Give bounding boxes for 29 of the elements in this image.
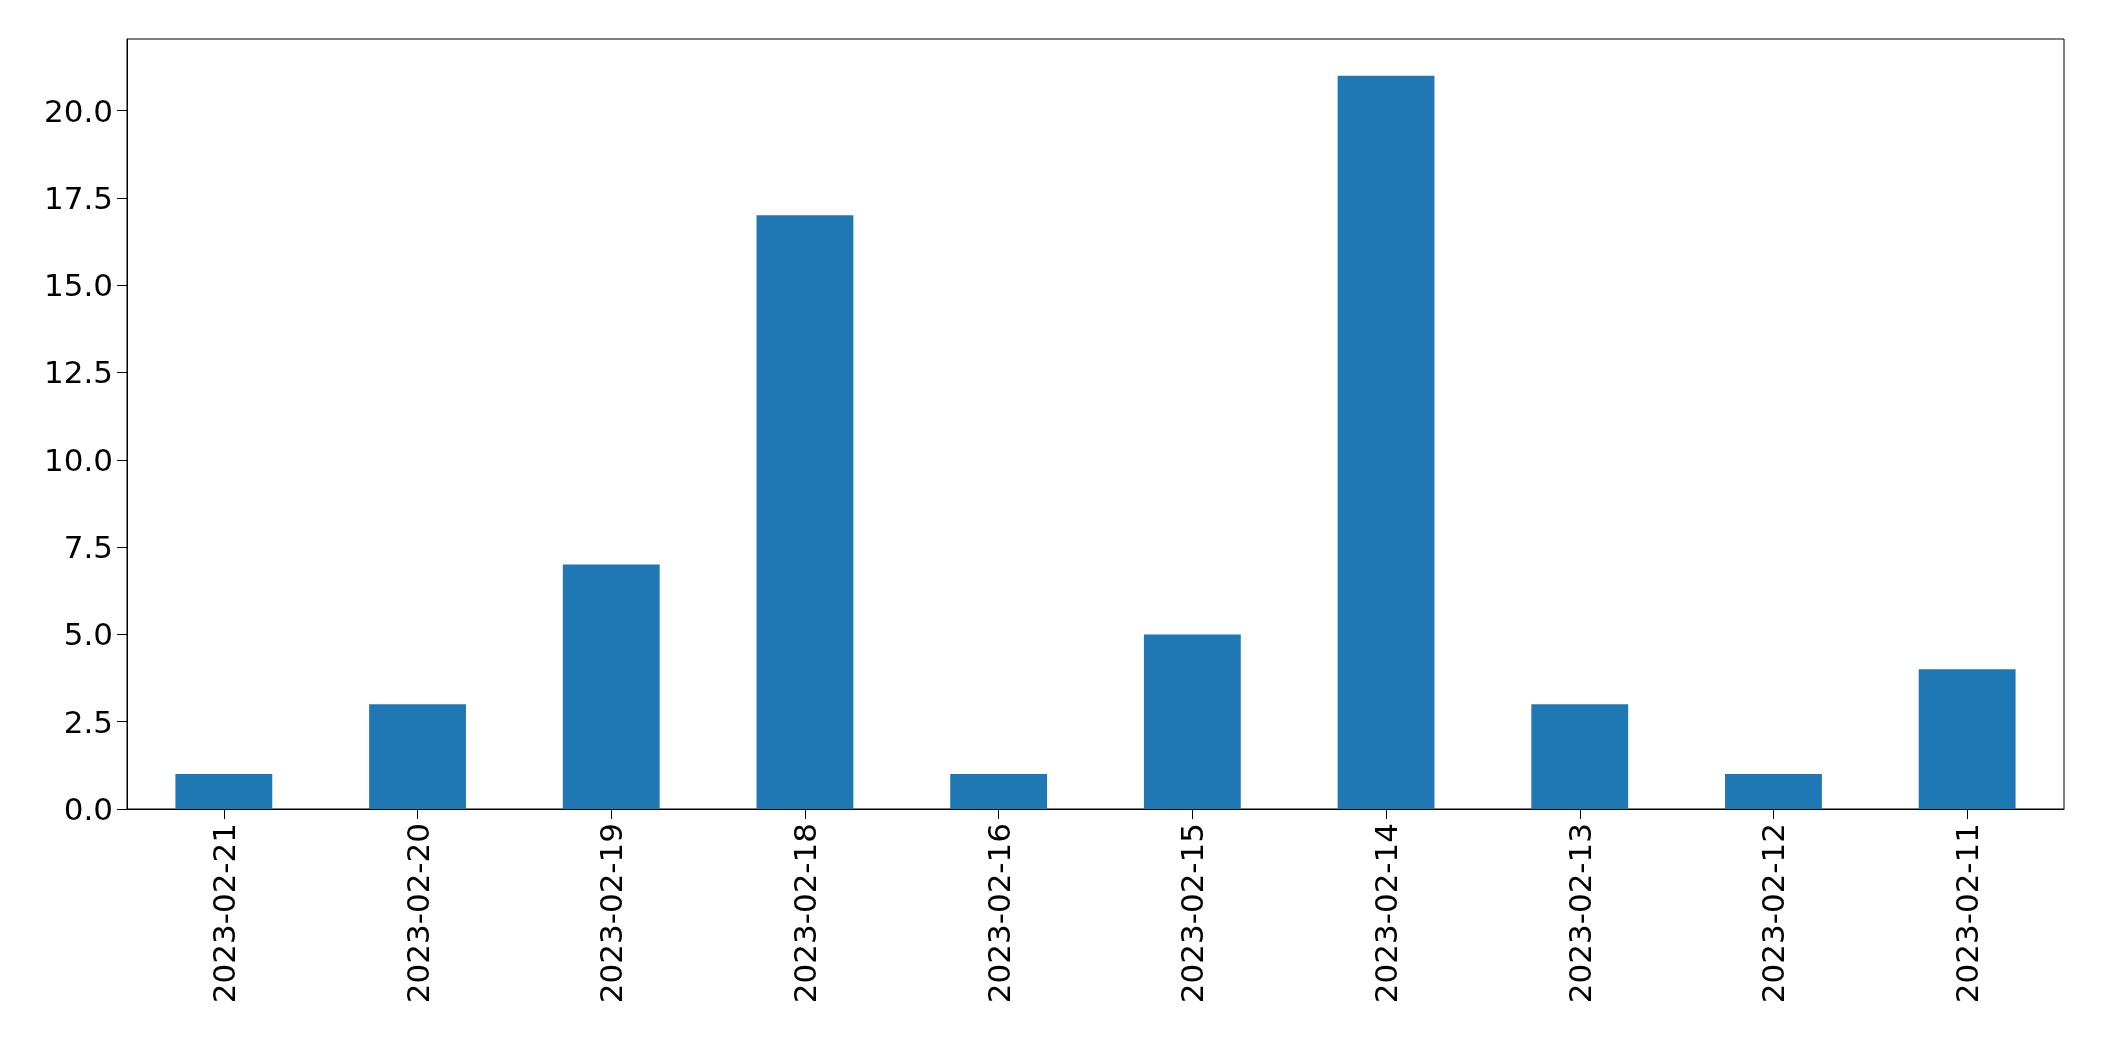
bar xyxy=(756,215,854,809)
x-tick-label: 2023-02-14 xyxy=(1368,823,1405,1004)
bar xyxy=(1725,774,1822,809)
bar xyxy=(1337,75,1435,809)
y-tick-label: 0.0 xyxy=(63,791,113,827)
x-tick-label: 2023-02-19 xyxy=(593,823,630,1004)
bar xyxy=(1143,634,1241,809)
x-tick-label: 2023-02-12 xyxy=(1755,823,1792,1004)
y-tick-label: 10.0 xyxy=(43,441,113,478)
x-tick-label: 2023-02-18 xyxy=(786,823,823,1004)
x-tick-label: 2023-02-13 xyxy=(1561,823,1598,1004)
x-tick-label: 2023-02-11 xyxy=(1949,823,1986,1004)
y-tick-label: 20.0 xyxy=(43,92,113,129)
bar xyxy=(562,564,660,809)
x-tick-label: 2023-02-16 xyxy=(980,823,1017,1004)
bar xyxy=(175,774,273,809)
y-tick-label: 15.0 xyxy=(43,267,113,304)
y-tick-label: 7.5 xyxy=(63,529,113,566)
y-tick-label: 12.5 xyxy=(43,354,113,391)
x-tick-label: 2023-02-21 xyxy=(205,823,242,1004)
bar xyxy=(950,774,1048,809)
x-tick-label: 2023-02-15 xyxy=(1174,823,1211,1004)
bar xyxy=(369,704,466,809)
bar xyxy=(1531,704,1629,809)
y-tick-label: 2.5 xyxy=(63,703,113,740)
y-tick-label: 5.0 xyxy=(63,616,113,653)
x-tick-label: 2023-02-20 xyxy=(399,823,436,1004)
bar xyxy=(1918,669,2016,809)
y-tick-label: 17.5 xyxy=(43,179,113,216)
